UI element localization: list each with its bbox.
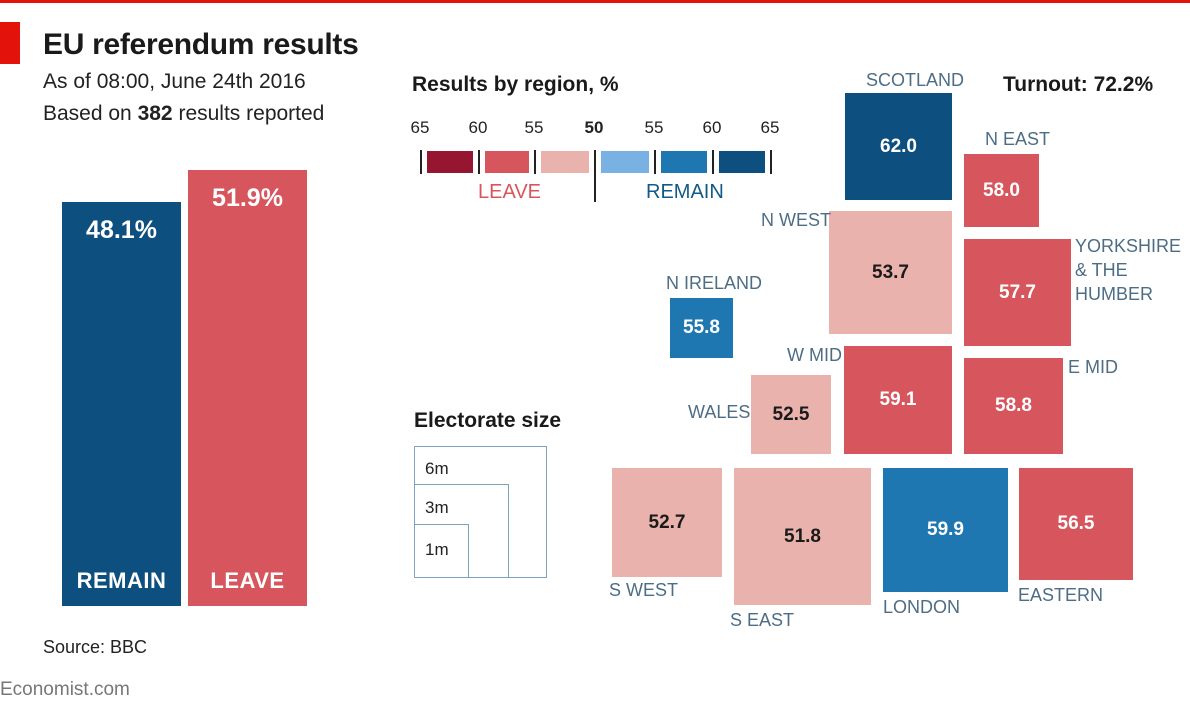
region-name-line: W MID [787,345,842,365]
brand-tag [0,22,20,64]
region-name-n-west: N WEST [761,208,831,232]
legend-swatch-2 [541,151,589,173]
bar-value-leave: 51.9% [212,184,283,212]
region-name-s-west: S WEST [609,578,678,602]
electorate-label-3m: 3m [425,498,449,517]
legend-tick-6: 65 [760,118,780,137]
chart-title: EU referendum results [43,28,359,61]
region-s-east: 51.8 [734,468,871,605]
legend-tick-0: 65 [410,118,430,137]
legend-tickmark-6 [770,150,772,174]
region-name-yorkshire-the-humber: YORKSHIRE & THE HUMBER [1075,234,1181,306]
regions-title: Results by region, % [412,73,619,96]
bar-leave [188,170,307,606]
top-rule [0,0,1190,3]
region-n-east: 58.0 [964,154,1039,227]
electorate-label-1m: 1m [425,540,449,559]
region-e-mid: 58.8 [964,358,1063,454]
subtitle-date: As of 08:00, June 24th 2016 [43,70,306,93]
region-name-line: EASTERN [1018,585,1104,605]
region-name-scotland: SCOTLAND [866,68,964,92]
region-w-mid: 59.1 [844,346,952,454]
bar-label-remain: REMAIN [76,568,167,593]
region-london: 59.9 [883,468,1008,592]
region-name-line: N EAST [985,129,1051,149]
subtitle-results: Based on 382 results reported [43,102,325,125]
region-s-west: 52.7 [612,468,722,577]
legend-tickmark-0 [420,150,422,174]
region-name-line: SCOTLAND [866,70,965,90]
region-name-line: E MID [1068,357,1119,377]
region-name-w-mid: W MID [787,343,842,367]
legend-tickmark-3 [594,150,596,202]
region-name-line: YORKSHIRE [1075,236,1182,256]
electorate-label-6m: 6m [425,459,449,478]
region-scotland: 62.0 [845,93,952,200]
legend-tickmark-1 [478,150,480,174]
region-name-line: HUMBER [1075,284,1154,304]
source-note: Source: BBC [43,637,148,657]
electorate-title: Electorate size [414,409,562,432]
region-eastern: 56.5 [1019,468,1133,580]
region-yorkshire-the-humber: 57.7 [964,239,1071,346]
color-legend: 65 60 55 50 55 60 65 LEAVE REMAIN [400,118,800,208]
region-name-line: S EAST [730,610,795,630]
legend-tickmark-5 [712,150,714,174]
legend-swatch-1 [485,151,529,173]
footer-credit: Economist.com [0,679,130,700]
legend-tick-3: 50 [584,118,604,137]
legend-tickmark-2 [534,150,536,174]
region-name-line: N IRELAND [666,273,763,293]
region-wales: 52.5 [751,375,831,454]
region-name-wales: WALES [688,400,750,424]
legend-tick-1: 60 [468,118,488,137]
region-name-line: S WEST [609,580,679,600]
legend-swatch-0 [427,151,473,173]
bar-label-leave: LEAVE [210,568,285,593]
legend-swatch-5 [719,151,765,173]
region-name-line: LONDON [883,597,961,617]
region-name-line: WALES [688,402,751,422]
legend-tick-2: 55 [524,118,544,137]
region-name-line: & THE [1075,260,1128,280]
legend-tick-4: 55 [644,118,664,137]
legend-swatch-3 [601,151,649,173]
region-name-s-east: S EAST [730,608,794,632]
region-name-n-east: N EAST [985,127,1050,151]
region-n-ireland: 55.8 [670,298,733,358]
region-name-eastern: EASTERN [1018,583,1103,607]
region-name-london: LONDON [883,595,960,619]
legend-swatch-4 [661,151,707,173]
region-n-west: 53.7 [829,211,952,334]
region-name-n-ireland: N IRELAND [666,271,762,295]
electorate-box-1m [414,524,469,578]
bar-remain [62,202,181,606]
legend-tick-5: 60 [702,118,722,137]
turnout: Turnout: 72.2% [1003,73,1154,96]
legend-tickmark-4 [654,150,656,174]
legend-remain-label: REMAIN [646,181,724,203]
legend-leave-label: LEAVE [478,181,541,203]
region-name-e-mid: E MID [1068,355,1118,379]
bar-value-remain: 48.1% [86,216,157,244]
national-bar-chart: 48.1% REMAIN 51.9% LEAVE [62,170,307,606]
region-name-line: N WEST [761,210,831,230]
